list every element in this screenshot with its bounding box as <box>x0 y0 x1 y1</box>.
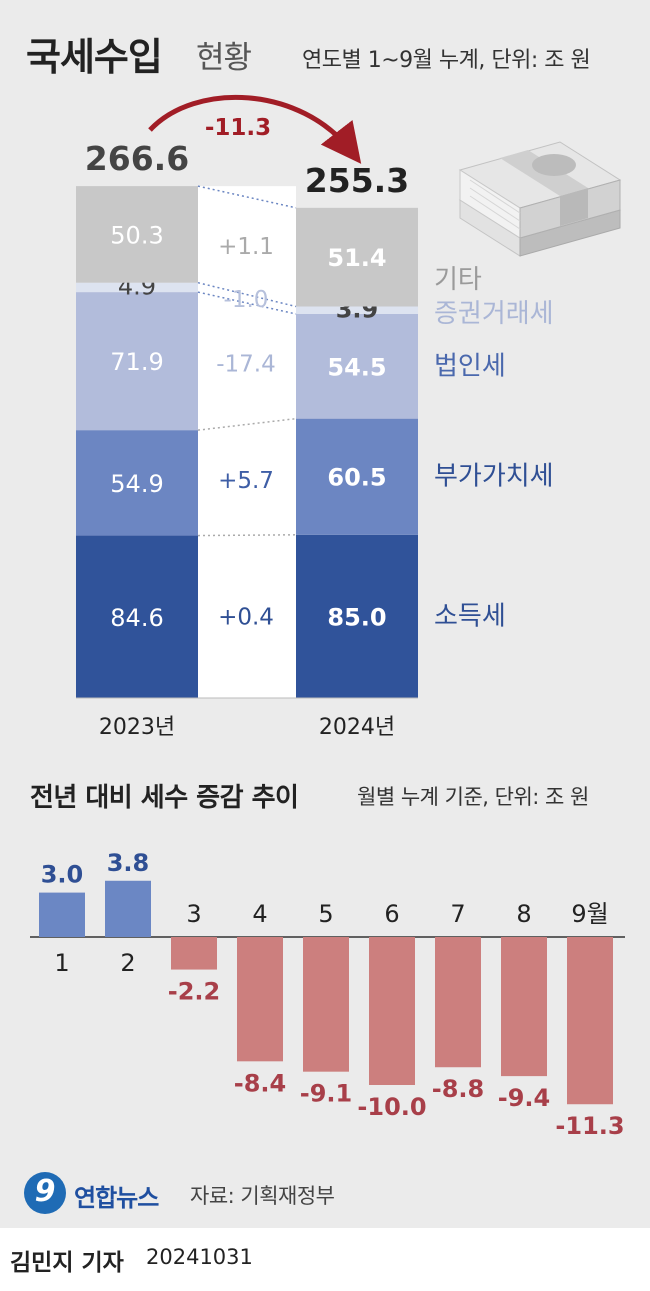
stack-segment <box>296 306 418 314</box>
logo-text: 연합뉴스 <box>74 1184 159 1212</box>
month-bar <box>303 937 349 1072</box>
change-arrow-label: -11.3 <box>205 115 271 141</box>
bar-total-label: 266.6 <box>85 139 189 178</box>
reporter-name: 김민지 기자 <box>10 1250 124 1276</box>
change-label: +1.1 <box>218 234 274 260</box>
segment-value-label: 60.5 <box>327 464 386 492</box>
month-tick-label: 9월 <box>571 900 608 928</box>
stack-segment <box>76 292 198 431</box>
month-bar <box>39 892 85 937</box>
month-bar <box>105 880 151 937</box>
month-tick-label: 3 <box>186 900 201 928</box>
month-tick-label: 5 <box>318 900 333 928</box>
stack-segment <box>296 534 418 698</box>
infographic-panel: 국세수입 현황 연도별 1~9월 누계, 단위: 조 원 84.6 54.9 71.… <box>0 0 650 1228</box>
change-arrow <box>148 94 362 164</box>
month-bar <box>435 937 481 1068</box>
connector-line <box>197 291 297 315</box>
footer <box>0 1228 650 1291</box>
bar-gap <box>198 186 296 699</box>
connector-line <box>197 281 297 308</box>
segment-value-label: 51.4 <box>327 244 386 272</box>
month-value-label: -9.4 <box>498 1084 550 1112</box>
month-bar <box>237 937 283 1062</box>
month-bar <box>501 937 547 1077</box>
month-value-label: 3.8 <box>107 849 150 877</box>
title-sub: 현황 <box>196 40 252 76</box>
title-unit: 연도별 1~9월 누계, 단위: 조 원 <box>302 48 591 73</box>
stack-segment <box>76 535 198 698</box>
change-label: -17.4 <box>216 352 276 378</box>
section2-title: 전년 대비 세수 증감 추이 <box>30 783 299 813</box>
connector-line <box>197 417 297 431</box>
month-bar <box>369 937 415 1085</box>
month-bar <box>567 937 613 1105</box>
yonhap-logo: 9 연합뉴스 <box>24 1172 244 1218</box>
segment-value-label: 84.6 <box>110 604 163 632</box>
change-label: +5.7 <box>218 468 274 494</box>
segment-value-label: 71.9 <box>110 348 163 376</box>
connector-line <box>197 534 297 537</box>
month-value-label: -9.1 <box>300 1080 352 1108</box>
logo-mark-icon: 9 <box>24 1172 66 1214</box>
money-stack-icon <box>458 141 622 257</box>
month-tick-label: 8 <box>516 900 531 928</box>
month-tick-label: 1 <box>54 949 69 977</box>
month-tick-label: 4 <box>252 900 267 928</box>
stack-segment <box>296 314 418 419</box>
month-value-label: 3.0 <box>41 861 84 889</box>
connector-line <box>197 185 297 209</box>
month-bar <box>171 937 217 970</box>
legend-label: 부가가치세 <box>434 462 554 492</box>
legend-label: 법인세 <box>434 351 506 381</box>
change-label: +0.4 <box>218 605 274 631</box>
month-tick-label: 6 <box>384 900 399 928</box>
stack-segment <box>296 207 418 307</box>
month-tick-label: 2 <box>120 949 135 977</box>
segment-value-label: 54.9 <box>110 470 163 498</box>
x-tick-label: 2023년 <box>99 715 175 740</box>
segment-value-label: 85.0 <box>327 603 386 631</box>
month-value-label: -10.0 <box>357 1093 426 1121</box>
stack-segment <box>76 186 198 283</box>
month-value-label: -8.8 <box>432 1075 484 1103</box>
section2-unit: 월별 누계 기준, 단위: 조 원 <box>357 785 589 809</box>
segment-value-label: 50.3 <box>110 221 163 249</box>
legend-label: 소득세 <box>434 601 506 631</box>
legend-label: 증권거래세 <box>434 299 554 329</box>
month-value-label: -11.3 <box>555 1112 624 1140</box>
legend-label: 기타 <box>434 265 482 295</box>
stack-segment <box>296 418 418 535</box>
bar-total-label: 255.3 <box>305 161 409 200</box>
publish-date: 20241031 <box>146 1245 253 1269</box>
month-tick-label: 7 <box>450 900 465 928</box>
month-value-label: -2.2 <box>168 978 220 1006</box>
title-main: 국세수입 <box>26 35 163 79</box>
change-label: -1.0 <box>224 287 269 313</box>
source-text: 자료: 기획재정부 <box>190 1184 335 1208</box>
stack-segment <box>76 282 198 293</box>
stack-segment <box>76 430 198 536</box>
x-tick-label: 2024년 <box>319 715 395 740</box>
month-value-label: -8.4 <box>234 1069 286 1097</box>
segment-value-label: 54.5 <box>327 353 386 381</box>
monthly-change-chart: 3.0 1 3.8 2 -2.2 3 -8.4 4 -9.1 5 -10.0 6 -8.8 7 -9.4 8 -… <box>30 849 625 1140</box>
stacked-bar-chart: 84.654.971.94.950.3266.62023년85.060.554.… <box>76 94 554 740</box>
